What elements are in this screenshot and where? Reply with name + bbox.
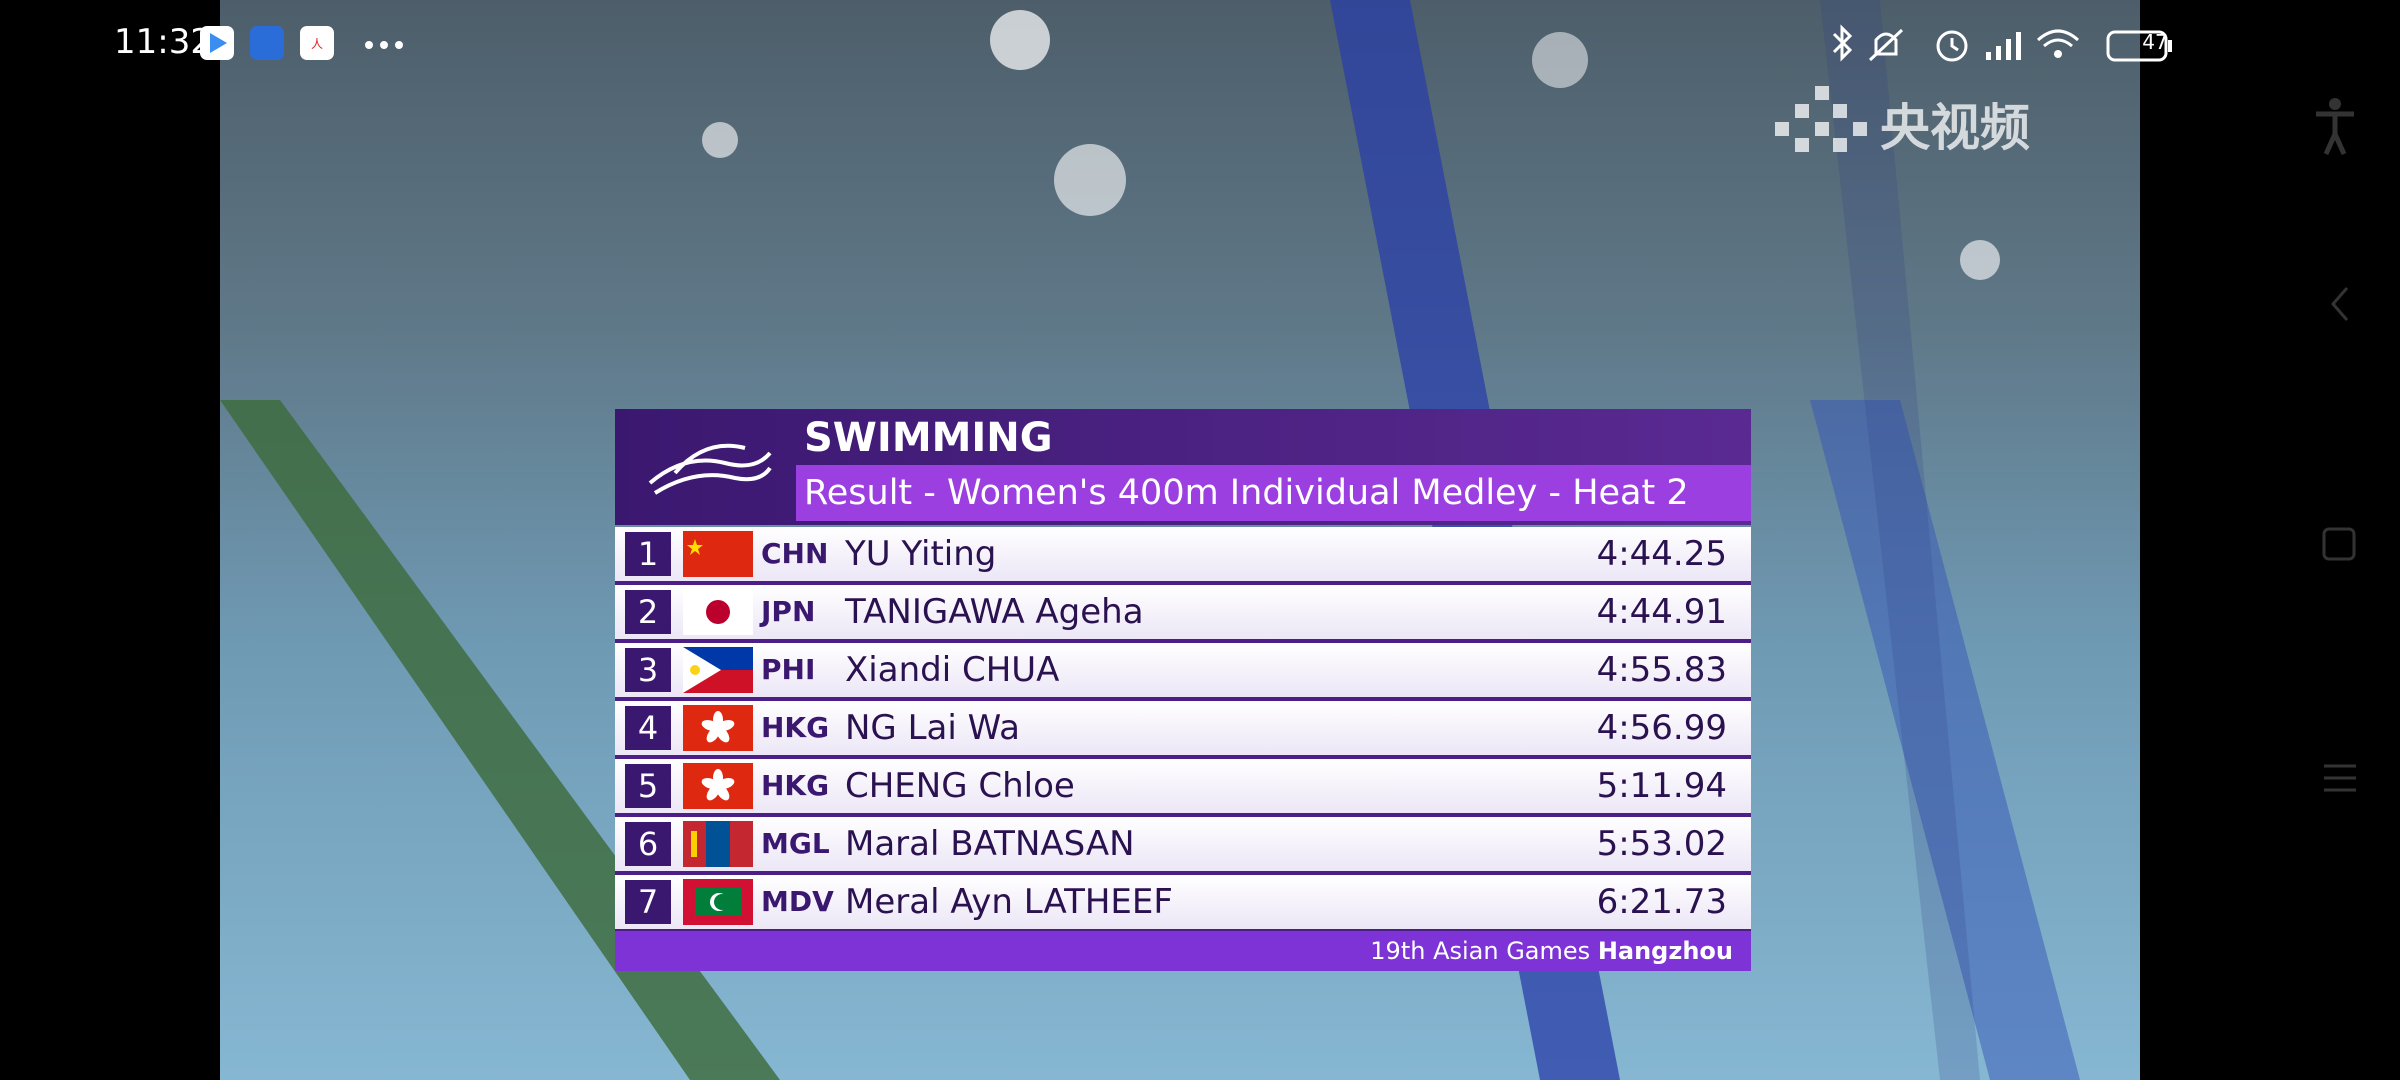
flag	[683, 589, 753, 635]
athlete-name: CHENG Chloe	[845, 766, 1075, 806]
watermark: 央视频	[1880, 99, 2030, 157]
status-more	[365, 41, 403, 49]
rank: 6	[625, 822, 671, 866]
flag	[683, 879, 753, 925]
result-row: 7 MDV Meral Ayn LATHEEF 6:21.73	[615, 875, 1751, 933]
country-code: JPN	[761, 595, 816, 628]
finish-time: 4:56.99	[1596, 708, 1727, 748]
finish-time: 5:11.94	[1596, 766, 1727, 806]
result-row: 1 CHN YU Yiting 4:44.25	[615, 527, 1751, 585]
scoreboard-header: SWIMMING Result - Women's 400m Individua…	[615, 409, 1751, 525]
flag	[683, 763, 753, 809]
event-title: Result - Women's 400m Individual Medley …	[804, 473, 1689, 513]
country-code: HKG	[761, 769, 830, 802]
games-name: 19th Asian Games	[1370, 937, 1591, 965]
home-button[interactable]	[2320, 524, 2360, 564]
scoreboard: SWIMMING Result - Women's 400m Individua…	[615, 409, 1751, 971]
flag	[683, 705, 753, 751]
finish-time: 6:21.73	[1596, 882, 1727, 922]
finish-time: 4:55.83	[1596, 650, 1727, 690]
athlete-name: Maral BATNASAN	[845, 824, 1135, 864]
flag	[683, 647, 753, 693]
flag	[683, 821, 753, 867]
result-row: 4 HKG NG Lai Wa 4:56.99	[615, 701, 1751, 759]
status-time: 11:32	[114, 22, 212, 62]
country-code: MDV	[761, 885, 834, 918]
flag	[683, 531, 753, 577]
country-code: MGL	[761, 827, 830, 860]
games-city: Hangzhou	[1597, 937, 1733, 965]
athlete-name: TANIGAWA Ageha	[845, 592, 1144, 632]
battery-level: 47	[2142, 30, 2168, 54]
status-icons	[1832, 24, 2172, 62]
athlete-name: NG Lai Wa	[845, 708, 1020, 748]
rank: 3	[625, 648, 671, 692]
country-code: PHI	[761, 653, 816, 686]
accessibility-button[interactable]	[2310, 96, 2360, 156]
games-logo	[648, 443, 772, 495]
sport-title: SWIMMING	[804, 415, 1053, 461]
rank: 1	[625, 532, 671, 576]
athlete-name: YU Yiting	[845, 534, 997, 574]
scoreboard-footer: 19th Asian Games Hangzhou	[615, 931, 1751, 971]
rank: 4	[625, 706, 671, 750]
watermark-logo	[1775, 86, 1867, 152]
athlete-name: Xiandi CHUA	[845, 650, 1060, 690]
result-row: 6 MGL Maral BATNASAN 5:53.02	[615, 817, 1751, 875]
finish-time: 5:53.02	[1596, 824, 1727, 864]
rank: 7	[625, 880, 671, 924]
result-row: 3 PHI Xiandi CHUA 4:55.83	[615, 643, 1751, 701]
back-button[interactable]	[2325, 284, 2355, 324]
finish-time: 4:44.91	[1596, 592, 1727, 632]
finish-time: 4:44.25	[1596, 534, 1727, 574]
title-bar: Result - Women's 400m Individual Medley …	[796, 465, 1751, 521]
athlete-name: Meral Ayn LATHEEF	[845, 882, 1173, 922]
result-row: 5 HKG CHENG Chloe 5:11.94	[615, 759, 1751, 817]
country-code: CHN	[761, 537, 829, 570]
rank: 2	[625, 590, 671, 634]
rank: 5	[625, 764, 671, 808]
result-row: 2 JPN TANIGAWA Ageha 4:44.91	[615, 585, 1751, 643]
country-code: HKG	[761, 711, 830, 744]
status-app-icons: 人	[200, 26, 334, 60]
svg-text:人: 人	[311, 37, 323, 51]
recents-button[interactable]	[2320, 762, 2360, 794]
